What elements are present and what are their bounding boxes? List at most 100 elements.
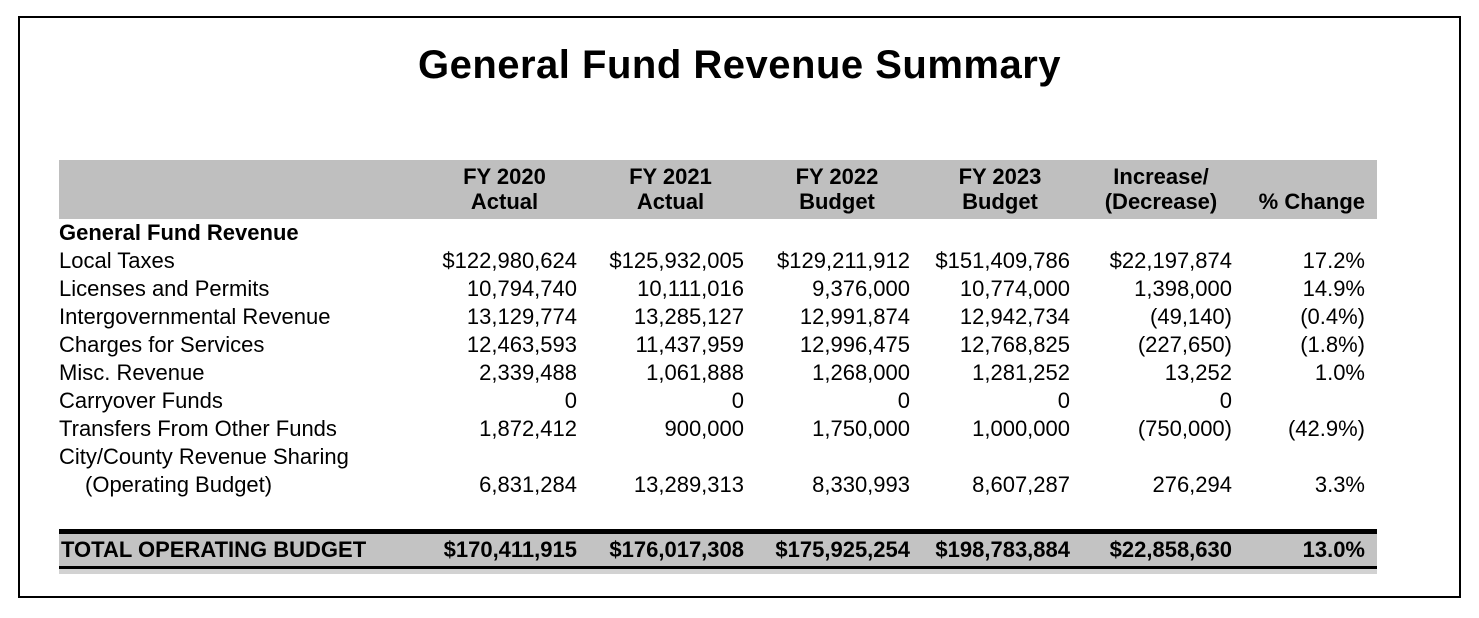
cell-fy2020: $122,980,624	[442, 248, 577, 273]
total-fy2023: $198,783,884	[920, 529, 1080, 569]
row-label: (Operating Budget)	[85, 472, 273, 497]
cell-fy2021: 900,000	[664, 416, 744, 441]
header-fy2020-line1: FY 2020	[463, 164, 546, 189]
table-row-charges-services: Charges for Services 12,463,593 11,437,9…	[59, 331, 1377, 359]
cell-fy2021: 1,061,888	[646, 360, 744, 385]
empty-cell	[587, 219, 754, 247]
cell-fy2020: 10,794,740	[466, 276, 577, 301]
row-label: Local Taxes	[59, 248, 175, 273]
total-fy2021: $176,017,308	[587, 529, 754, 569]
table-row-misc-revenue: Misc. Revenue 2,339,488 1,061,888 1,268,…	[59, 359, 1377, 387]
row-label: Transfers From Other Funds	[59, 416, 337, 441]
cell-increase: 1,398,000	[1134, 276, 1232, 301]
cell-fy2020: 6,831,284	[479, 472, 577, 497]
row-label: Misc. Revenue	[59, 360, 205, 385]
table-header: FY 2020 Actual FY 2021 Actual FY 2022 Bu…	[59, 160, 1377, 219]
header-pct-change: % Change	[1242, 160, 1377, 219]
header-fy2023-line2: Budget	[962, 189, 1038, 214]
empty-cell	[920, 499, 1080, 532]
table-row-operating-budget: (Operating Budget) 6,831,284 13,289,313 …	[59, 471, 1377, 499]
total-row-underline	[59, 569, 1377, 574]
header-empty	[59, 160, 422, 219]
total-fy2022: $175,925,254	[754, 529, 920, 569]
cell-fy2021: $125,932,005	[609, 248, 744, 273]
cell-fy2023: 10,774,000	[959, 276, 1070, 301]
empty-cell	[422, 499, 587, 532]
cell-fy2021: 0	[731, 388, 744, 413]
cell-pct-change: 1.0%	[1314, 360, 1365, 385]
cell-fy2020: 13,129,774	[466, 304, 577, 329]
total-pct-change: 13.0%	[1242, 529, 1377, 569]
table-row-carryover-funds: Carryover Funds 0 0 0 0 0	[59, 387, 1377, 415]
table-row-transfers: Transfers From Other Funds 1,872,412 900…	[59, 415, 1377, 443]
cell-pct-change	[1242, 443, 1377, 471]
cell-fy2021: 10,111,016	[637, 276, 744, 301]
header-fy2021-line2: Actual	[636, 189, 705, 214]
cell-increase: $22,197,874	[1109, 248, 1232, 273]
empty-cell	[1242, 219, 1377, 247]
cell-increase: 13,252	[1164, 360, 1232, 385]
header-increase-decrease: Increase/ (Decrease)	[1080, 160, 1242, 219]
cell-fy2022: 0	[897, 388, 910, 413]
cell-fy2023: $151,409,786	[935, 248, 1070, 273]
cell-fy2022: $129,211,912	[777, 248, 910, 273]
cell-fy2021	[587, 443, 754, 471]
cell-increase: (750,000)	[1137, 416, 1232, 441]
cell-pct-change: (1.8%)	[1300, 332, 1365, 357]
cell-increase	[1080, 443, 1242, 471]
table-row-local-taxes: Local Taxes $122,980,624 $125,932,005 $1…	[59, 247, 1377, 275]
cell-fy2022: 1,750,000	[812, 416, 910, 441]
cell-increase: 276,294	[1152, 472, 1232, 497]
header-fy2023-line1: FY 2023	[958, 164, 1042, 189]
cell-fy2021: 13,289,313	[633, 472, 744, 497]
section-label: General Fund Revenue	[59, 220, 299, 245]
cell-fy2023: 12,942,734	[959, 304, 1070, 329]
empty-cell	[1080, 219, 1242, 247]
cell-increase: (227,650)	[1137, 332, 1232, 357]
header-fy2022-line2: Budget	[799, 189, 875, 214]
table-body: General Fund Revenue Local Taxes $122,98…	[59, 219, 1377, 569]
cell-fy2022: 12,991,874	[799, 304, 910, 329]
cell-pct-change: 14.9%	[1302, 276, 1365, 301]
page-title: General Fund Revenue Summary	[417, 43, 1062, 87]
header-row: FY 2020 Actual FY 2021 Actual FY 2022 Bu…	[59, 160, 1377, 219]
header-fy2020-line2: Actual	[470, 189, 539, 214]
empty-cell	[1080, 499, 1242, 532]
header-fy2020: FY 2020 Actual	[422, 160, 587, 219]
empty-cell	[422, 219, 587, 247]
total-label: TOTAL OPERATING BUDGET	[59, 529, 422, 569]
cell-fy2023: 12,768,825	[959, 332, 1070, 357]
cell-fy2020: 12,463,593	[466, 332, 577, 357]
table-row-revenue-sharing: City/County Revenue Sharing	[59, 443, 1377, 471]
cell-fy2023: 8,607,287	[972, 472, 1070, 497]
cell-pct-change	[1242, 387, 1377, 415]
total-increase: $22,858,630	[1080, 529, 1242, 569]
row-label: Carryover Funds	[59, 388, 223, 413]
header-fy2022-line1: FY 2022	[795, 164, 879, 189]
cell-fy2020: 1,872,412	[479, 416, 577, 441]
cell-fy2020: 0	[564, 388, 577, 413]
header-fy2022: FY 2022 Budget	[754, 160, 920, 219]
cell-fy2022	[754, 443, 920, 471]
empty-cell	[59, 499, 422, 532]
cell-fy2022: 8,330,993	[812, 472, 910, 497]
empty-cell	[587, 499, 754, 532]
row-label: Charges for Services	[59, 332, 265, 357]
table-row-intergovernmental: Intergovernmental Revenue 13,129,774 13,…	[59, 303, 1377, 331]
header-fy2021: FY 2021 Actual	[587, 160, 754, 219]
page-frame: General Fund Revenue Summary FY 2020 Act…	[18, 16, 1461, 598]
cell-fy2023: 1,000,000	[972, 416, 1070, 441]
row-label: City/County Revenue Sharing	[59, 444, 349, 469]
spacer-row	[59, 499, 1377, 532]
header-increase-line2: (Decrease)	[1104, 189, 1218, 214]
cell-increase: 0	[1219, 388, 1232, 413]
cell-fy2022: 1,268,000	[812, 360, 910, 385]
empty-cell	[920, 219, 1080, 247]
empty-cell	[1242, 499, 1377, 532]
row-label: Licenses and Permits	[59, 276, 270, 301]
total-fy2020: $170,411,915	[422, 529, 587, 569]
header-increase-line1: Increase/	[1113, 164, 1209, 189]
cell-pct-change: 3.3%	[1314, 472, 1365, 497]
cell-fy2022: 12,996,475	[799, 332, 910, 357]
